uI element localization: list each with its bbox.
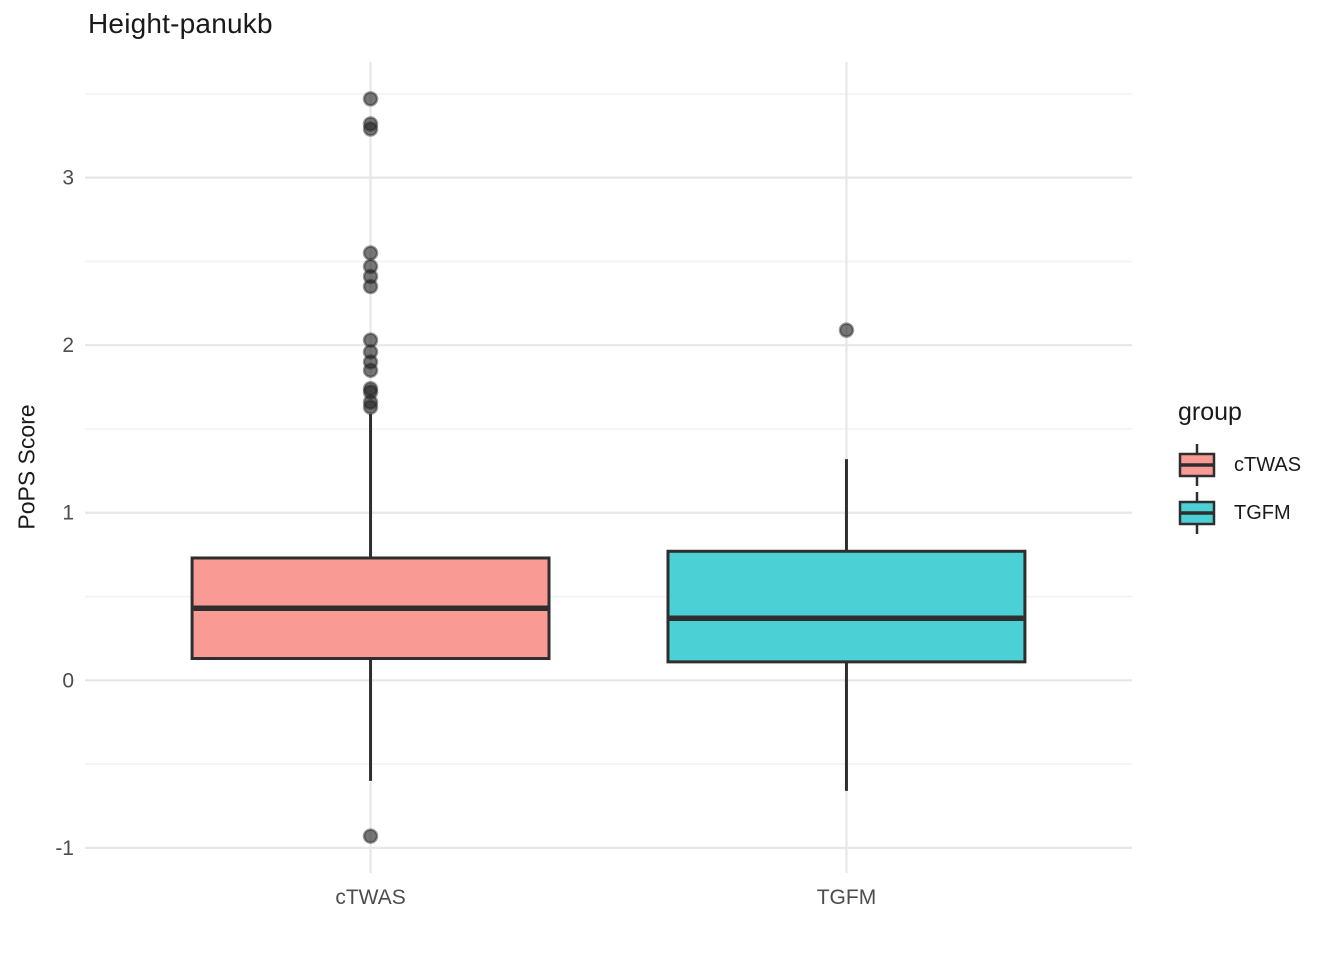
legend-entries: cTWAS TGFM [1176, 441, 1341, 537]
y-tick-label: 1 [62, 502, 74, 525]
x-tick-label: cTWAS [335, 886, 405, 909]
legend-label: cTWAS [1234, 453, 1302, 476]
outlier-point-tgfm [838, 322, 855, 338]
outlier-point-ctwas [362, 278, 379, 295]
plot-title: Height-panukb [88, 8, 273, 39]
outlier-point-ctwas [362, 245, 379, 261]
outlier-point-ctwas [362, 91, 379, 107]
outlier-point-ctwas [362, 121, 379, 137]
legend-title: group [1178, 398, 1242, 426]
legend-key-boxplot-icon [1178, 492, 1216, 534]
y-tick-label: 0 [62, 669, 74, 692]
outlier-point-ctwas [362, 362, 379, 379]
legend-entry-ctwas: cTWAS [1176, 441, 1341, 489]
legend: group cTWAS TGFM [1176, 398, 1341, 537]
y-tick-label: 3 [62, 167, 74, 190]
legend-key-boxplot-icon [1178, 444, 1216, 486]
x-tick-label: TGFM [817, 886, 876, 909]
legend-entry-tgfm: TGFM [1176, 489, 1341, 537]
y-tick-label: 2 [62, 334, 74, 357]
outlier-point-ctwas [362, 828, 379, 844]
outlier-point-ctwas [362, 399, 379, 415]
y-tick-label: -1 [55, 837, 74, 860]
box-tgfm [666, 549, 1027, 664]
legend-label: TGFM [1234, 501, 1291, 524]
